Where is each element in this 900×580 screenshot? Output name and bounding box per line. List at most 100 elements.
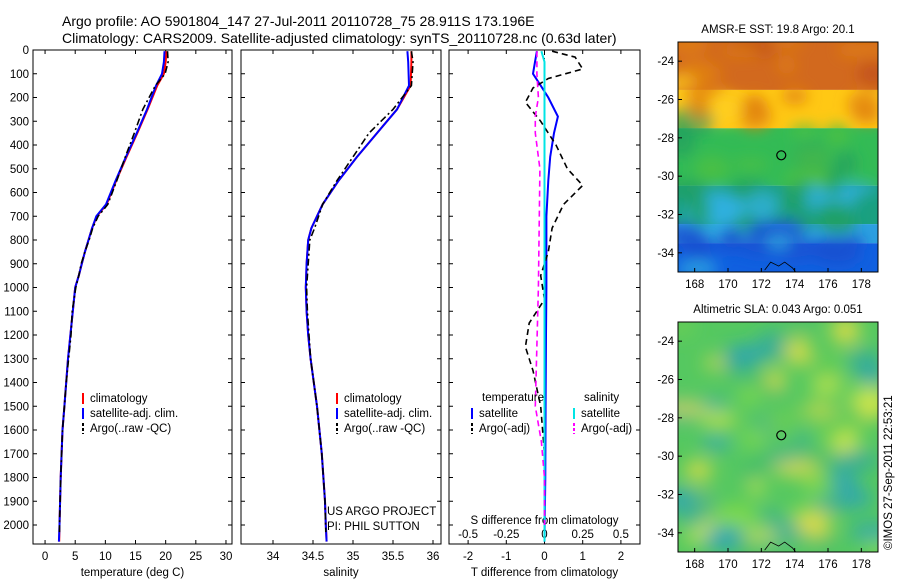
sst_map-xtick-label: 176 bbox=[818, 279, 837, 291]
sla_map-texture-blob bbox=[738, 463, 764, 480]
sst_map-texture-blob bbox=[720, 45, 761, 57]
difference-series-2 bbox=[540, 50, 546, 542]
sst_map-texture-blob bbox=[792, 149, 834, 163]
difference-xtick-label: 1 bbox=[579, 551, 585, 563]
sla_map-argo-marker bbox=[776, 430, 787, 441]
sst_map-texture-blob bbox=[852, 43, 878, 57]
sla_map-title: Altimetric SLA: 0.043 Argo: 0.051 bbox=[693, 304, 862, 316]
sla_map-texture-blob bbox=[700, 533, 740, 551]
salinity-xtick-label: 34.5 bbox=[302, 551, 324, 563]
sst_map-title: AMSR-E SST: 19.8 Argo: 20.1 bbox=[701, 24, 854, 36]
sst_map-texture-blob bbox=[789, 124, 820, 139]
difference-legend-label: satellite bbox=[581, 408, 620, 420]
sst_map-xtick-label: 178 bbox=[852, 279, 871, 291]
temperature-ytick-label: 1700 bbox=[3, 449, 29, 461]
temperature-ytick-label: 1100 bbox=[4, 306, 29, 318]
sla_map-texture-blob bbox=[785, 337, 812, 366]
sla_map-texture-blob bbox=[795, 509, 832, 539]
salinity-xtick-label: 34 bbox=[267, 551, 280, 563]
sla_map-texture-blob bbox=[830, 322, 861, 345]
sla_map-texture-blob bbox=[739, 431, 769, 446]
sst_map-ytick-label: -32 bbox=[657, 210, 674, 222]
salinity-xtick-label: 35.5 bbox=[382, 551, 404, 563]
sla_map-texture-blob bbox=[747, 481, 765, 494]
sla_map-field bbox=[678, 322, 878, 552]
temperature-xaxis-label: temperature (deg C) bbox=[81, 567, 185, 579]
temperature-ytick-label: 400 bbox=[10, 140, 29, 152]
sst_map-texture-blob bbox=[681, 81, 727, 97]
temperature-ytick-label: 1000 bbox=[3, 283, 29, 295]
sst_map-texture-blob bbox=[678, 223, 705, 248]
sst_map-texture-blob bbox=[732, 158, 769, 171]
sla_map-coastline bbox=[764, 541, 797, 552]
sst_map-texture-blob bbox=[834, 150, 858, 177]
temperature-panel: 0100200300400500600700800900100011001200… bbox=[3, 45, 233, 579]
temperature-ytick-label: 300 bbox=[10, 116, 29, 128]
temperature-ytick-label: 1600 bbox=[3, 425, 29, 437]
sst_map-ytick-label: -30 bbox=[657, 171, 674, 183]
sla_map-texture-blob bbox=[774, 460, 819, 476]
sst_map-texture-blob bbox=[694, 155, 730, 182]
sst_map-xtick-label: 172 bbox=[752, 279, 771, 291]
difference-series-0 bbox=[531, 51, 559, 542]
temperature-xtick-label: 0 bbox=[42, 551, 48, 563]
sst_map-texture-blob bbox=[769, 42, 806, 48]
sla_map-texture-blob bbox=[678, 322, 696, 337]
sla_map-ytick-label: -32 bbox=[657, 490, 674, 502]
sla_map-xtick-label: 176 bbox=[818, 559, 837, 571]
sla_map-texture-blob bbox=[827, 476, 861, 491]
sla_map-texture-blob bbox=[725, 344, 772, 361]
sst_map-texture-blob bbox=[718, 234, 745, 253]
sla_map-texture-blob bbox=[812, 535, 838, 552]
sst_map-texture-blob bbox=[781, 86, 809, 105]
sst_map-texture-blob bbox=[825, 123, 851, 147]
sst_map-texture-blob bbox=[745, 189, 781, 219]
difference-xtick-label: -1 bbox=[501, 551, 511, 563]
sst_map-texture bbox=[678, 42, 878, 272]
difference-xtick-label: -2 bbox=[463, 551, 473, 563]
temperature-ytick-label: 800 bbox=[10, 235, 29, 247]
sla_map-ytick-label: -26 bbox=[657, 375, 674, 387]
sla_map-texture-blob bbox=[742, 529, 780, 542]
temperature-xtick-label: 30 bbox=[220, 551, 233, 563]
difference-legend-label: Argo(-adj) bbox=[479, 423, 530, 435]
temperature-ytick-label: 1500 bbox=[3, 401, 29, 413]
figure-title-line2: Climatology: CARS2009. Satellite-adjuste… bbox=[62, 30, 617, 46]
sla_map-texture-blob bbox=[809, 358, 851, 376]
temperature-xtick-label: 5 bbox=[72, 551, 78, 563]
temperature-xtick-label: 10 bbox=[99, 551, 112, 563]
temperature-ytick-label: 1300 bbox=[3, 354, 29, 366]
sla_map-texture-blob bbox=[801, 403, 838, 417]
sst_map-field bbox=[678, 42, 878, 272]
sla_map-texture-blob bbox=[713, 504, 759, 528]
temperature-xtick-label: 25 bbox=[189, 551, 202, 563]
temperature-ytick-label: 500 bbox=[10, 164, 29, 176]
difference-series-1 bbox=[524, 50, 584, 525]
sla_map-texture-blob bbox=[837, 488, 874, 509]
difference-x2tick-label: -0.5 bbox=[458, 529, 478, 541]
sla_map-xtick-label: 174 bbox=[785, 559, 805, 571]
sst_map-texture-blob bbox=[777, 56, 796, 75]
salinity-panel: 34 34.5 35 35.5 36 salinity climatology satelli… bbox=[240, 49, 442, 579]
sst_map-ytick-label: -26 bbox=[657, 95, 674, 107]
salinity-legend-label: Argo(..raw -QC) bbox=[344, 423, 425, 435]
difference-series-3 bbox=[534, 51, 546, 525]
sla_map-texture-blob bbox=[732, 377, 770, 388]
sla_map-texture-blob bbox=[761, 409, 798, 435]
sst_map-texture-blob bbox=[847, 90, 878, 120]
temperature-series-2 bbox=[58, 51, 169, 533]
sst_map-xtick-label: 174 bbox=[785, 279, 805, 291]
temperature-legend-label: Argo(..raw -QC) bbox=[90, 423, 171, 435]
sst_map-texture-blob bbox=[847, 234, 865, 252]
sla_map-texture-blob bbox=[680, 504, 720, 519]
sst_map-ytick-label: -34 bbox=[657, 248, 674, 260]
sla_map-texture bbox=[678, 322, 878, 552]
sla_map-ytick-label: -24 bbox=[657, 336, 674, 348]
temperature-ytick-label: 1400 bbox=[3, 378, 29, 390]
temperature-ytick-label: 600 bbox=[10, 188, 29, 200]
sst-map-panel: AMSR-E SST: 19.8 Argo: 20.1 168 170 172 174 1… bbox=[657, 24, 879, 291]
sla_map-ytick-label: -34 bbox=[657, 528, 674, 540]
sla_map-frame bbox=[677, 321, 879, 553]
temperature-ytick-label: 200 bbox=[10, 93, 29, 105]
